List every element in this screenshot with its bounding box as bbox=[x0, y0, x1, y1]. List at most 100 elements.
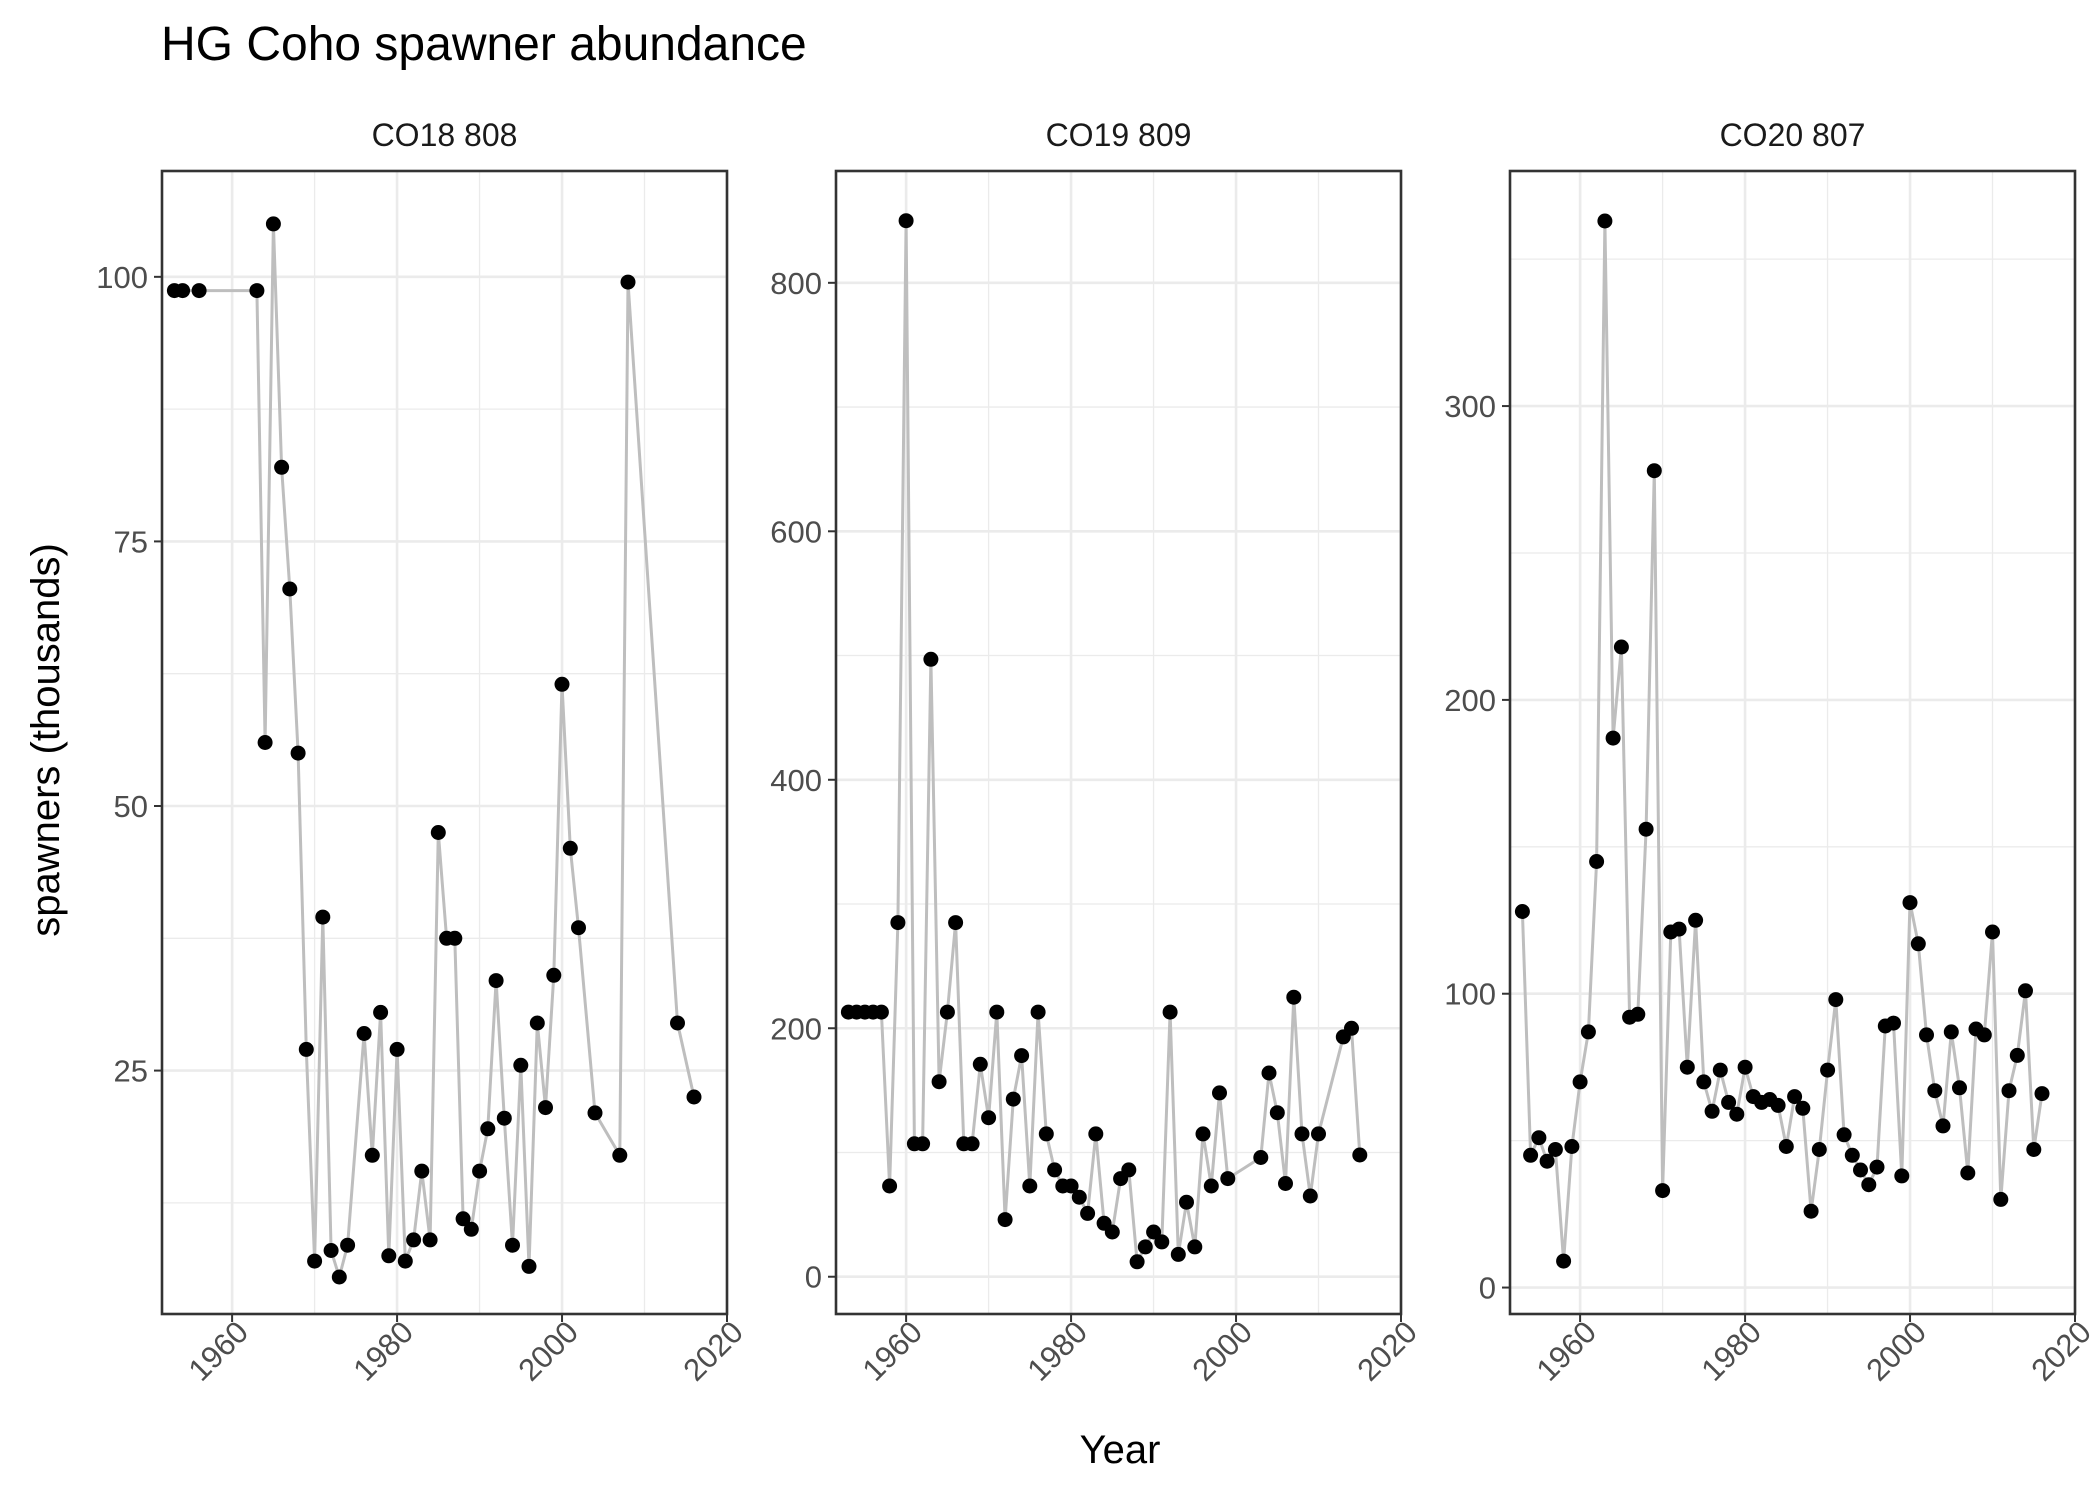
data-point bbox=[1704, 1103, 1720, 1119]
y-tick-label: 800 bbox=[770, 266, 822, 301]
data-point bbox=[1195, 1126, 1211, 1142]
data-point bbox=[1729, 1106, 1745, 1122]
data-point bbox=[1910, 936, 1926, 952]
data-point bbox=[1696, 1074, 1712, 1090]
data-point bbox=[554, 676, 570, 692]
data-point bbox=[513, 1057, 529, 1073]
data-point bbox=[1005, 1091, 1021, 1107]
data-point bbox=[1960, 1165, 1976, 1181]
data-point bbox=[1294, 1126, 1310, 1142]
data-point bbox=[1154, 1234, 1170, 1250]
data-point bbox=[1919, 1027, 1934, 1043]
y-tick-label: 75 bbox=[114, 524, 148, 559]
data-point bbox=[890, 915, 906, 931]
data-point bbox=[1646, 463, 1662, 479]
data-point bbox=[1869, 1159, 1885, 1175]
data-point bbox=[1952, 1080, 1967, 1096]
y-tick-label: 0 bbox=[805, 1260, 822, 1295]
panel-border bbox=[834, 169, 1403, 1316]
data-point bbox=[1985, 924, 2000, 940]
data-point bbox=[1170, 1246, 1186, 1262]
data-point bbox=[1302, 1188, 1318, 1204]
data-point bbox=[1030, 1004, 1046, 1020]
series-line bbox=[848, 220, 1362, 1267]
y-tick-label: 100 bbox=[96, 260, 148, 295]
data-point bbox=[1220, 1171, 1236, 1187]
data-point bbox=[1580, 1024, 1596, 1040]
data-point bbox=[455, 1211, 471, 1227]
data-point bbox=[1514, 904, 1530, 919]
data-point bbox=[571, 920, 586, 936]
data-point bbox=[1022, 1178, 1038, 1194]
y-tick-label: 300 bbox=[1444, 389, 1496, 424]
data-point bbox=[1047, 1162, 1063, 1178]
data-point bbox=[373, 1004, 389, 1020]
data-point bbox=[1352, 1147, 1368, 1163]
panel-border bbox=[1508, 169, 2077, 1316]
data-point bbox=[406, 1232, 422, 1248]
data-point bbox=[414, 1163, 430, 1179]
data-point bbox=[1162, 1004, 1178, 1020]
y-tick-label: 0 bbox=[1479, 1271, 1496, 1306]
data-point bbox=[521, 1258, 537, 1274]
y-tick-label: 25 bbox=[114, 1054, 148, 1089]
data-point bbox=[1080, 1205, 1096, 1221]
data-point bbox=[1286, 989, 1302, 1005]
data-point bbox=[1630, 1006, 1646, 1022]
y-tick-label: 600 bbox=[770, 514, 822, 549]
data-point bbox=[1539, 1153, 1555, 1169]
data-point bbox=[2026, 1142, 2042, 1157]
data-point bbox=[1894, 1168, 1910, 1184]
data-point bbox=[1902, 895, 1918, 911]
data-point bbox=[1137, 1239, 1153, 1255]
data-point bbox=[1828, 992, 1844, 1008]
data-point bbox=[1820, 1062, 1836, 1078]
data-point bbox=[1531, 1130, 1547, 1146]
data-point bbox=[323, 1243, 339, 1258]
data-point bbox=[931, 1074, 947, 1090]
y-tick-label: 50 bbox=[114, 789, 148, 824]
data-point bbox=[948, 915, 964, 931]
data-point bbox=[1613, 639, 1629, 655]
y-tick-label: 200 bbox=[770, 1011, 822, 1046]
data-point bbox=[1556, 1253, 1572, 1269]
data-point bbox=[989, 1004, 1005, 1020]
facet-strip-title: CO20 807 bbox=[1720, 117, 1866, 153]
data-point bbox=[1679, 1059, 1695, 1075]
data-point bbox=[620, 274, 636, 290]
data-point bbox=[1187, 1239, 1203, 1255]
data-point bbox=[175, 283, 191, 299]
data-point bbox=[529, 1015, 545, 1031]
data-point bbox=[898, 213, 914, 229]
data-point bbox=[1993, 1191, 2009, 1207]
data-point bbox=[274, 459, 290, 475]
panel-border bbox=[160, 169, 729, 1316]
data-point bbox=[1014, 1048, 1030, 1064]
y-axis-title: spawners (thousands) bbox=[24, 543, 68, 937]
data-point bbox=[1261, 1065, 1277, 1081]
data-point bbox=[1671, 921, 1687, 937]
data-point bbox=[1655, 1183, 1671, 1199]
data-point bbox=[997, 1212, 1013, 1228]
data-point bbox=[1795, 1100, 1811, 1116]
data-point bbox=[447, 930, 463, 946]
data-point bbox=[1597, 213, 1613, 229]
data-point bbox=[939, 1004, 955, 1020]
chart-title: HG Coho spawner abundance bbox=[161, 18, 807, 71]
data-point bbox=[972, 1056, 988, 1072]
data-point bbox=[1976, 1027, 1992, 1043]
data-point bbox=[686, 1089, 702, 1105]
data-point bbox=[587, 1105, 603, 1121]
data-point bbox=[472, 1163, 488, 1179]
data-point bbox=[1121, 1162, 1137, 1178]
data-point bbox=[538, 1100, 553, 1116]
data-point bbox=[1811, 1142, 1827, 1157]
data-point bbox=[1737, 1059, 1753, 1075]
data-point bbox=[1638, 821, 1654, 837]
data-point bbox=[1547, 1142, 1563, 1157]
data-point bbox=[290, 745, 306, 761]
data-point bbox=[1269, 1105, 1285, 1121]
data-point bbox=[1943, 1024, 1959, 1040]
